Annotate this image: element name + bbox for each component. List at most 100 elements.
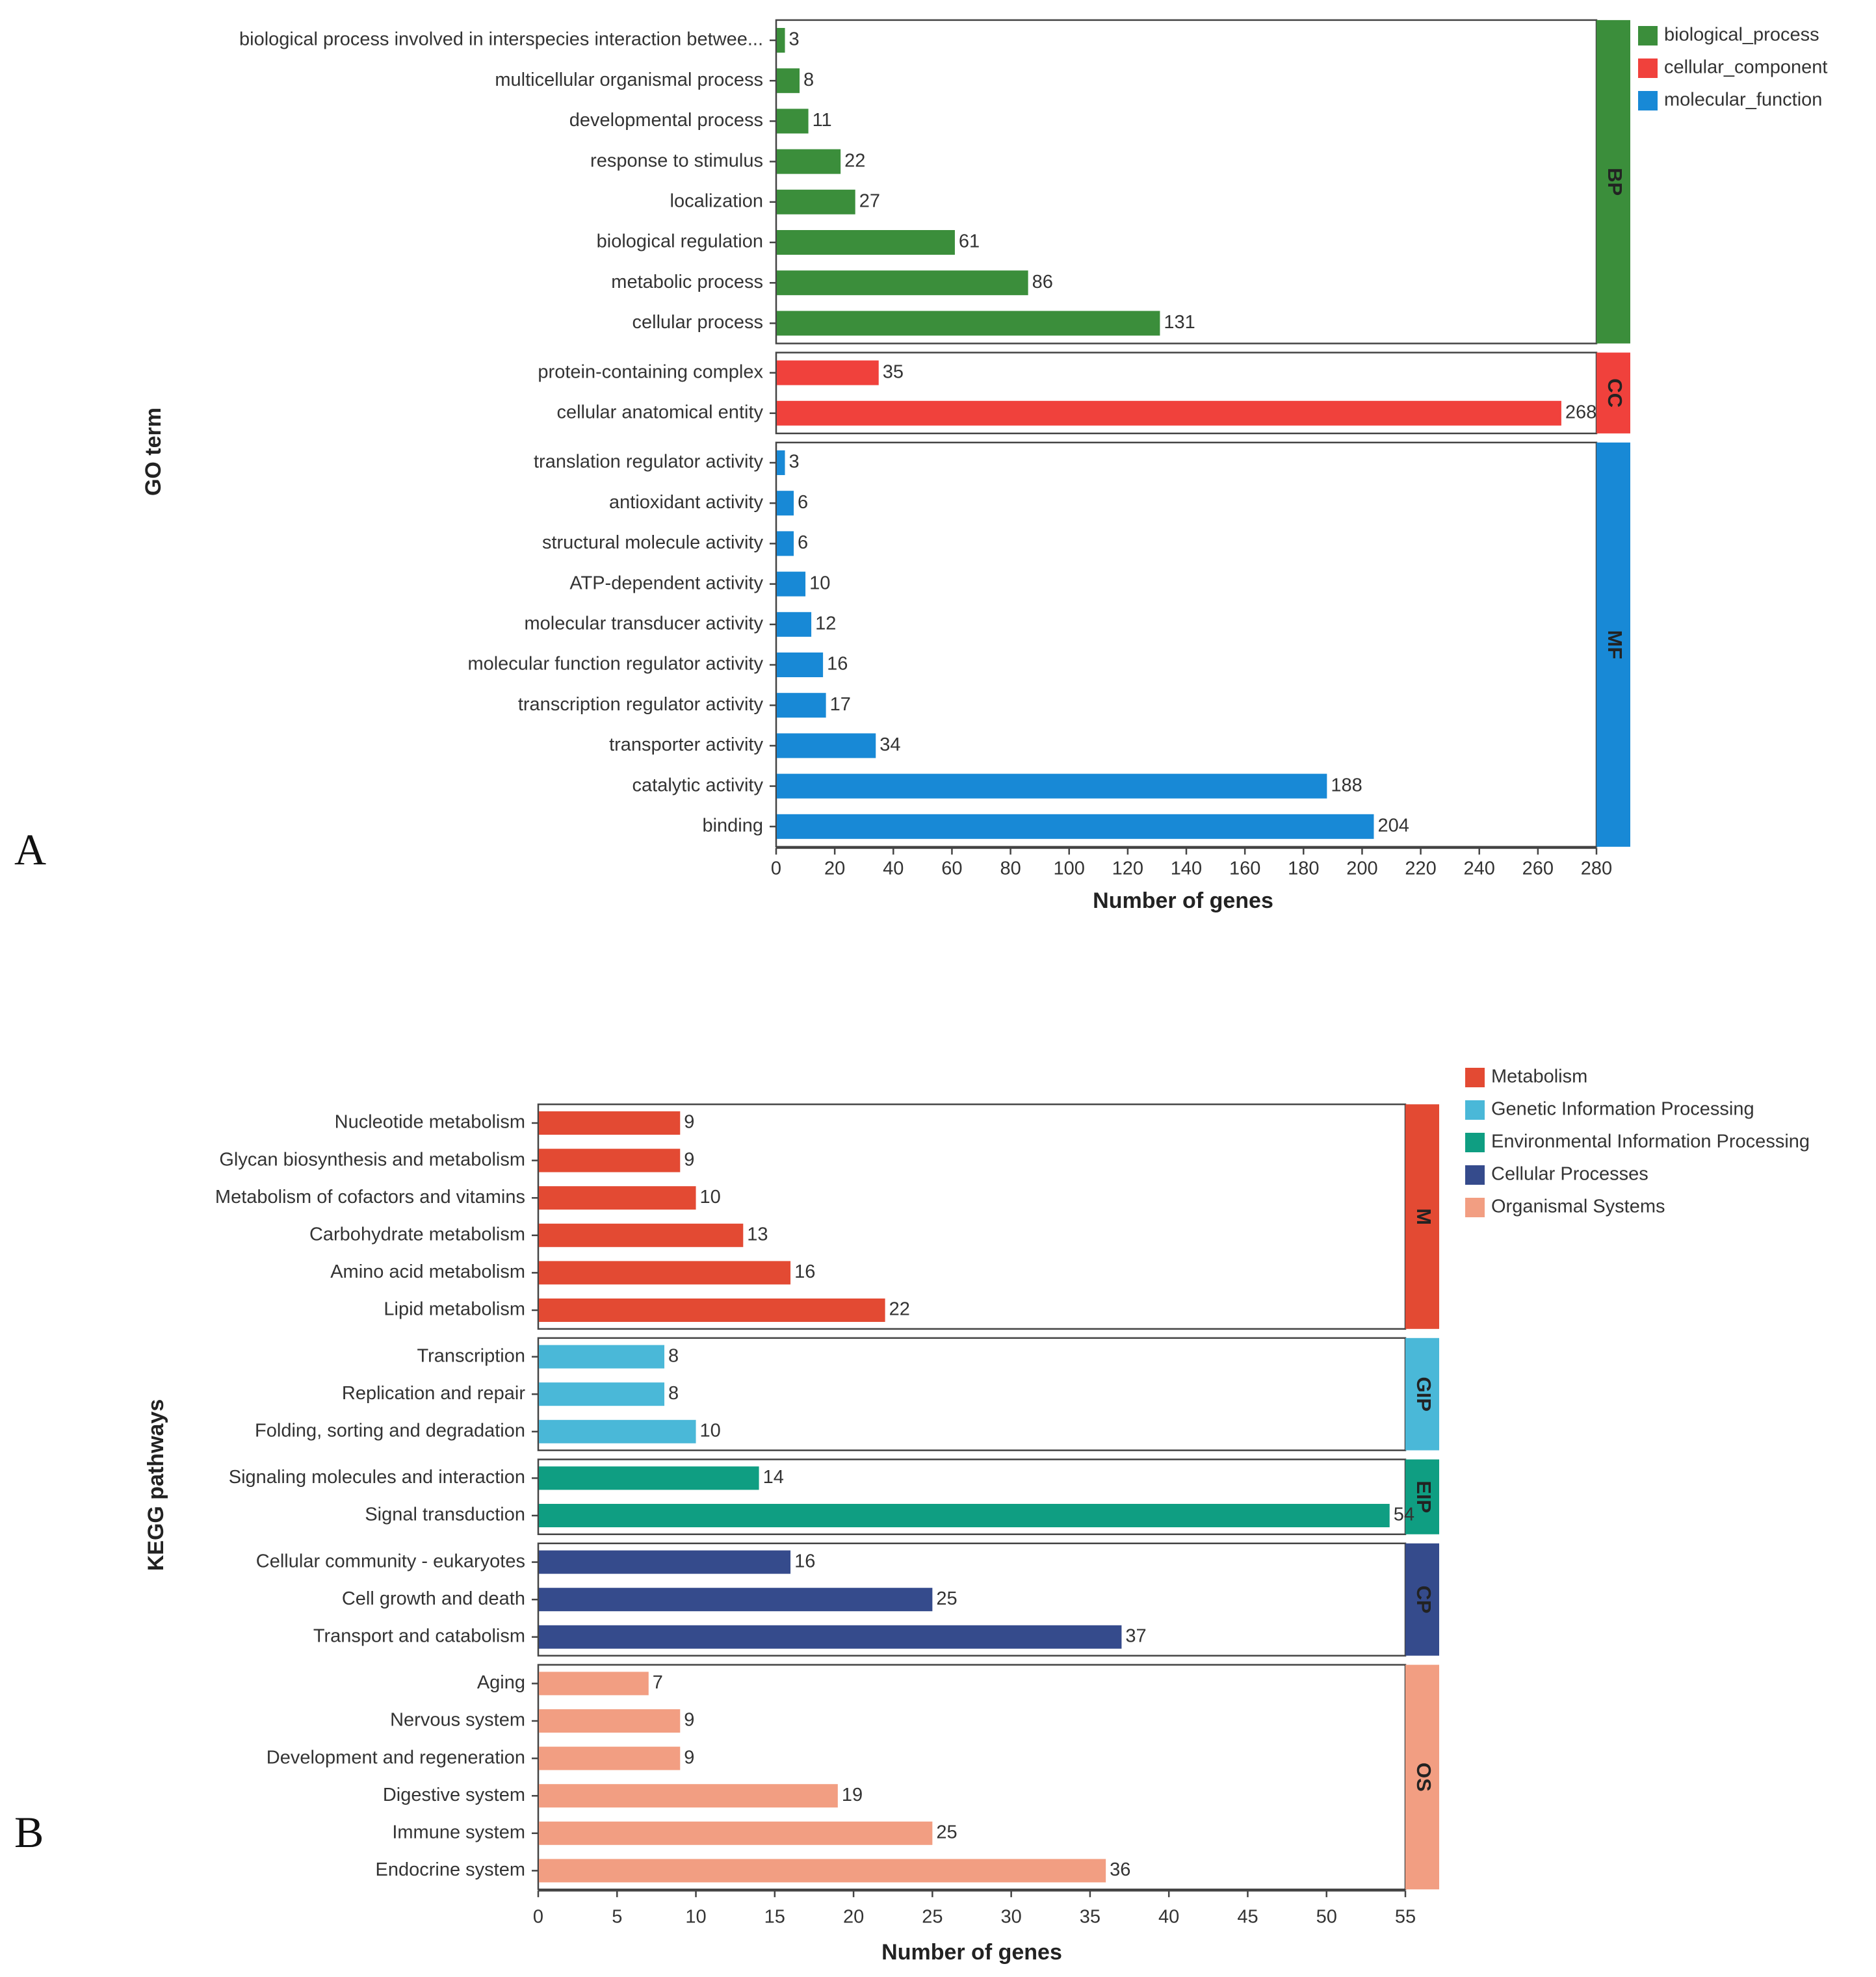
category-label: Glycan biosynthesis and metabolism [219, 1149, 525, 1170]
bar-value-label: 61 [959, 231, 980, 252]
bar-value-label: 9 [684, 1149, 694, 1170]
legend-entry: cellular_component [1664, 57, 1827, 78]
x-tick-label: 240 [1464, 859, 1495, 879]
bar-value-label: 22 [889, 1299, 910, 1320]
x-tick-label: 260 [1522, 859, 1554, 879]
bar-value-label: 19 [842, 1785, 863, 1805]
category-label: Folding, sorting and degradation [255, 1420, 525, 1441]
bar [777, 28, 785, 53]
bar-value-label: 10 [700, 1187, 721, 1208]
category-label: Transport and catabolism [313, 1625, 525, 1646]
x-tick-label: 10 [685, 1907, 706, 1928]
bar [777, 491, 794, 516]
group-strip [1596, 19, 1630, 344]
x-axis-title: Number of genes [881, 1940, 1062, 1965]
panel-label-b: B [14, 1807, 44, 1857]
bar [777, 400, 1561, 426]
bar-value-label: 204 [1377, 815, 1409, 836]
bar-value-label: 35 [883, 361, 904, 382]
bar-value-label: 25 [936, 1588, 957, 1609]
category-label: response to stimulus [590, 150, 763, 171]
category-label: cellular anatomical entity [556, 402, 763, 422]
legend-swatch [1465, 1100, 1485, 1120]
x-tick-label: 140 [1171, 859, 1202, 879]
bar-value-label: 9 [684, 1710, 694, 1731]
category-label: Digestive system [383, 1785, 525, 1805]
category-label: translation regulator activity [534, 452, 763, 472]
category-label: developmental process [569, 110, 763, 131]
group-strip-label: CP [1413, 1586, 1435, 1614]
bar [539, 1588, 933, 1612]
group-strip [1405, 1104, 1439, 1329]
group-strip [1405, 1543, 1439, 1656]
bar-value-label: 11 [813, 110, 832, 131]
bar-value-label: 3 [789, 452, 800, 472]
category-label: ATP-dependent activity [569, 573, 763, 593]
x-tick-label: 35 [1080, 1907, 1101, 1928]
bar-value-label: 16 [794, 1551, 815, 1571]
category-label: protein-containing complex [538, 361, 763, 382]
bar-value-label: 6 [798, 532, 808, 553]
x-tick-label: 280 [1581, 859, 1612, 879]
x-tick-label: 20 [843, 1907, 864, 1928]
category-label: Endocrine system [376, 1859, 526, 1880]
legend-entry: Genetic Information Processing [1491, 1099, 1754, 1120]
bar [539, 1746, 681, 1770]
bar [539, 1345, 665, 1369]
bar [777, 653, 824, 677]
bar [539, 1466, 759, 1490]
bar-value-label: 34 [879, 734, 900, 755]
bar [777, 360, 879, 385]
panel-label-a: A [14, 825, 46, 874]
category-label: cellular process [632, 312, 763, 333]
legend-entry: biological_process [1664, 25, 1819, 45]
group-strip-label: GIP [1413, 1376, 1435, 1411]
x-tick-label: 25 [922, 1907, 943, 1928]
kegg-bar-chart: M Nucleotide metabolism 9 Glycan biosynthes… [144, 1066, 1810, 1965]
group-strip-label: BP [1604, 168, 1626, 196]
category-label: multicellular organismal process [495, 70, 763, 90]
bar-value-label: 8 [803, 70, 814, 90]
x-tick-label: 60 [941, 859, 962, 879]
category-label: Development and regeneration [267, 1747, 525, 1768]
category-label: Carbohydrate metabolism [309, 1224, 525, 1245]
legend-swatch [1638, 26, 1658, 45]
bar-value-label: 131 [1164, 312, 1195, 333]
legend-entry: molecular_function [1664, 90, 1822, 110]
bar [777, 450, 785, 475]
x-tick-label: 15 [764, 1907, 785, 1928]
x-tick-label: 0 [533, 1907, 543, 1928]
legend-entry: Metabolism [1491, 1066, 1587, 1087]
x-tick-label: 40 [1158, 1907, 1179, 1928]
legend-swatch [1465, 1068, 1485, 1087]
bar-value-label: 37 [1125, 1625, 1146, 1646]
bar-value-label: 8 [668, 1345, 679, 1366]
bar-value-label: 10 [700, 1420, 721, 1441]
bar-value-label: 8 [668, 1383, 679, 1404]
category-label: Metabolism of cofactors and vitamins [215, 1187, 525, 1208]
x-tick-label: 5 [612, 1907, 622, 1928]
group-strip [1596, 442, 1630, 847]
x-tick-label: 180 [1288, 859, 1319, 879]
bar [777, 149, 841, 174]
bar [539, 1186, 696, 1210]
y-axis-title: GO term [141, 407, 166, 496]
category-label: Aging [477, 1672, 525, 1693]
group-strip-label: EIP [1413, 1480, 1435, 1513]
bar-value-label: 16 [794, 1261, 815, 1282]
bar [777, 230, 955, 255]
x-tick-label: 20 [824, 859, 845, 879]
y-axis-title: KEGG pathways [144, 1399, 168, 1571]
bar [777, 814, 1374, 839]
legend-swatch [1465, 1198, 1485, 1217]
category-label: Lipid metabolism [384, 1299, 525, 1320]
bar [539, 1223, 744, 1247]
category-label: molecular function regulator activity [467, 654, 763, 675]
bar-value-label: 10 [809, 573, 830, 593]
x-tick-label: 30 [1001, 1907, 1022, 1928]
x-tick-label: 40 [883, 859, 904, 879]
bar [539, 1784, 838, 1808]
x-tick-label: 55 [1395, 1907, 1416, 1928]
bar [539, 1859, 1106, 1883]
bar [777, 189, 855, 214]
